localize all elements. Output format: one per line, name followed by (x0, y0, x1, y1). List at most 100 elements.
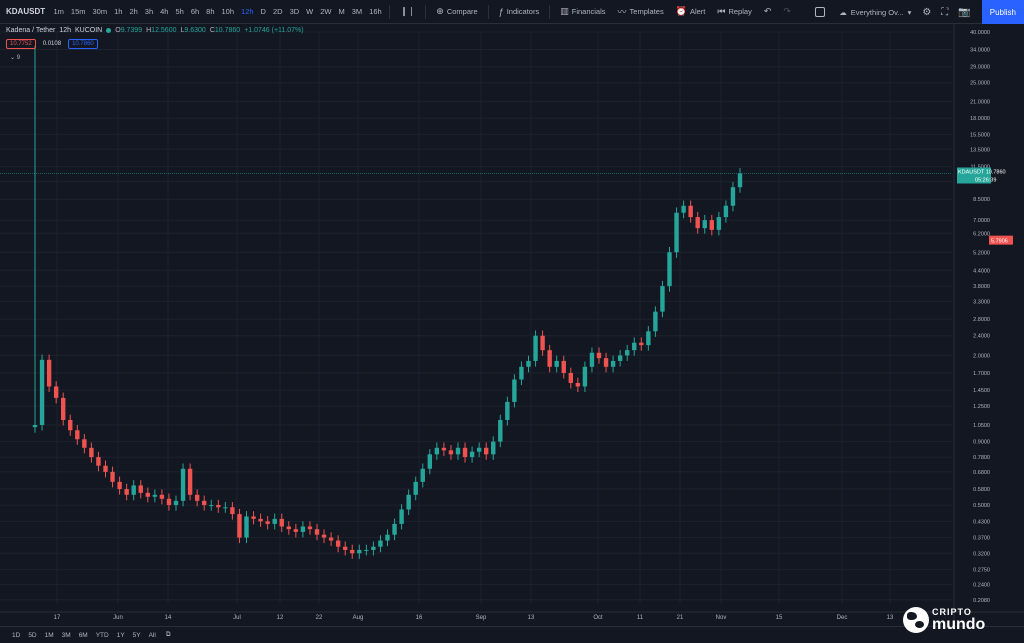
chart-type-button[interactable]: ❙❘ (394, 6, 421, 17)
candle (639, 342, 644, 346)
close-value: 10.7860 (214, 27, 241, 34)
range-6m[interactable]: 6M (78, 631, 88, 639)
y-tick-label: 0.2400 (973, 582, 990, 588)
x-tick-label: Oct (593, 615, 603, 621)
settings-gear-icon[interactable]: ⚙ (922, 6, 932, 18)
legend-title: Kadena / Tether (6, 27, 56, 34)
candle (646, 331, 651, 346)
y-tick-label: 1.0500 (973, 423, 990, 429)
candle (237, 514, 242, 538)
timeframe-1h[interactable]: 1h (114, 7, 123, 16)
candle (314, 529, 320, 535)
timeframe-2d[interactable]: 2D (272, 7, 283, 16)
candle (582, 366, 588, 387)
x-tick-label: 14 (165, 615, 172, 621)
timeframe-d[interactable]: D (260, 7, 266, 16)
timeframe-3h[interactable]: 3h (144, 7, 154, 16)
candle (230, 507, 235, 515)
timeframe-m[interactable]: M (338, 7, 345, 16)
timeframe-2w[interactable]: 2W (320, 7, 332, 16)
date-range-icon[interactable]: ⧉ (165, 631, 171, 638)
x-tick-label: Jun (113, 615, 123, 621)
range-5d[interactable]: 5D (28, 631, 37, 639)
status-dot-icon (106, 28, 112, 33)
candle (286, 526, 291, 530)
layout-button[interactable]: ☁ Everything Ov... ▾ (833, 8, 917, 17)
timeframe-1m[interactable]: 1m (53, 7, 64, 16)
timeframe-8h[interactable]: 8h (206, 7, 215, 16)
candle (216, 505, 221, 508)
timeframe-w[interactable]: W (306, 7, 314, 16)
financials-icon: ▥ (560, 6, 569, 16)
alert-button[interactable]: ⏰ Alert (670, 6, 712, 17)
camera-icon[interactable]: 📷 (958, 6, 971, 18)
timeframe-10h[interactable]: 10h (221, 7, 235, 16)
range-all[interactable]: All (148, 631, 156, 639)
x-tick-label: 11 (637, 615, 644, 621)
y-tick-label: 0.6800 (973, 470, 990, 476)
timeframe-4h[interactable]: 4h (160, 7, 169, 16)
divider (425, 4, 427, 19)
cloud-icon: ☁ (839, 7, 847, 17)
candle (596, 352, 602, 359)
y-tick-label: 8.5000 (973, 197, 990, 203)
timeframe-12h[interactable]: 12h (241, 7, 254, 16)
candle (688, 205, 693, 218)
replay-button[interactable]: ⏮ Replay (711, 6, 757, 17)
timeframe-15m[interactable]: 15m (70, 7, 86, 16)
range-3m[interactable]: 3M (61, 631, 71, 639)
buy-button[interactable]: 10.7860 (68, 39, 98, 49)
candle (371, 546, 376, 550)
timeframe-16h[interactable]: 16h (369, 7, 382, 16)
range-1y[interactable]: 1Y (116, 631, 125, 639)
undo-button[interactable]: ↶ (758, 6, 778, 17)
timeframe-3d[interactable]: 3D (289, 7, 300, 16)
range-5y[interactable]: 5Y (132, 631, 141, 639)
price-label-box (957, 167, 991, 184)
layout-name: Everything Ov... (850, 7, 904, 17)
indicators-toggle[interactable]: ⌄ 9 (10, 54, 20, 61)
compare-button[interactable]: ⊕ Compare (430, 6, 483, 17)
timeframe-5h[interactable]: 5h (175, 7, 184, 16)
y-tick-label: 40.0000 (970, 30, 990, 36)
trade-badges: 10.7752 0.0108 10.7860 (6, 39, 98, 49)
timeframe-3m[interactable]: 3M (351, 7, 363, 16)
candle (505, 401, 510, 420)
timeframe-6h[interactable]: 6h (190, 7, 200, 16)
y-tick-label: 3.3000 (973, 299, 990, 305)
range-1d[interactable]: 1D (12, 631, 21, 639)
range-1m[interactable]: 1M (44, 631, 54, 639)
publish-button[interactable]: Publish (981, 0, 1024, 24)
x-tick-label: 21 (677, 615, 684, 621)
y-tick-label: 1.7000 (973, 371, 990, 377)
y-tick-label: 0.3700 (973, 536, 990, 542)
templates-button[interactable]: 〰 Templates (612, 5, 670, 18)
watermark-bottom: mundo (932, 615, 986, 633)
price-label-countdown: 05:26:39 (975, 177, 996, 183)
indicators-button[interactable]: ƒ Indicators (493, 7, 546, 17)
candle (695, 217, 700, 229)
symbol-search[interactable]: KDAUSDT (6, 7, 46, 16)
candle (709, 220, 714, 230)
legend-interval: 12h (59, 27, 71, 34)
compare-label: Compare (446, 7, 478, 16)
financials-button[interactable]: ▥ Financials (554, 6, 611, 17)
timeframe-30m[interactable]: 30m (92, 7, 108, 16)
x-tick-label: Dec (837, 615, 848, 621)
candle (491, 441, 496, 455)
redo-icon: ↷ (783, 6, 791, 16)
candle (589, 352, 595, 367)
range-ytd[interactable]: YTD (95, 631, 109, 639)
price-chart[interactable]: 40.0000 34.0000 29.0000 25.0000 21.0000 18.00… (0, 24, 1024, 626)
fullscreen-icon[interactable]: ⛶ (941, 6, 949, 18)
timeframe-2h[interactable]: 2h (129, 7, 138, 16)
candle (138, 485, 143, 493)
candle (399, 509, 404, 524)
checkbox-icon[interactable] (815, 7, 826, 17)
y-tick-label: 25.0000 (970, 81, 990, 87)
replay-label: Replay (728, 7, 752, 16)
close-label: C (209, 27, 215, 34)
redo-button[interactable]: ↷ (777, 6, 797, 17)
sell-button[interactable]: 10.7752 (6, 39, 36, 49)
candle (223, 507, 228, 509)
